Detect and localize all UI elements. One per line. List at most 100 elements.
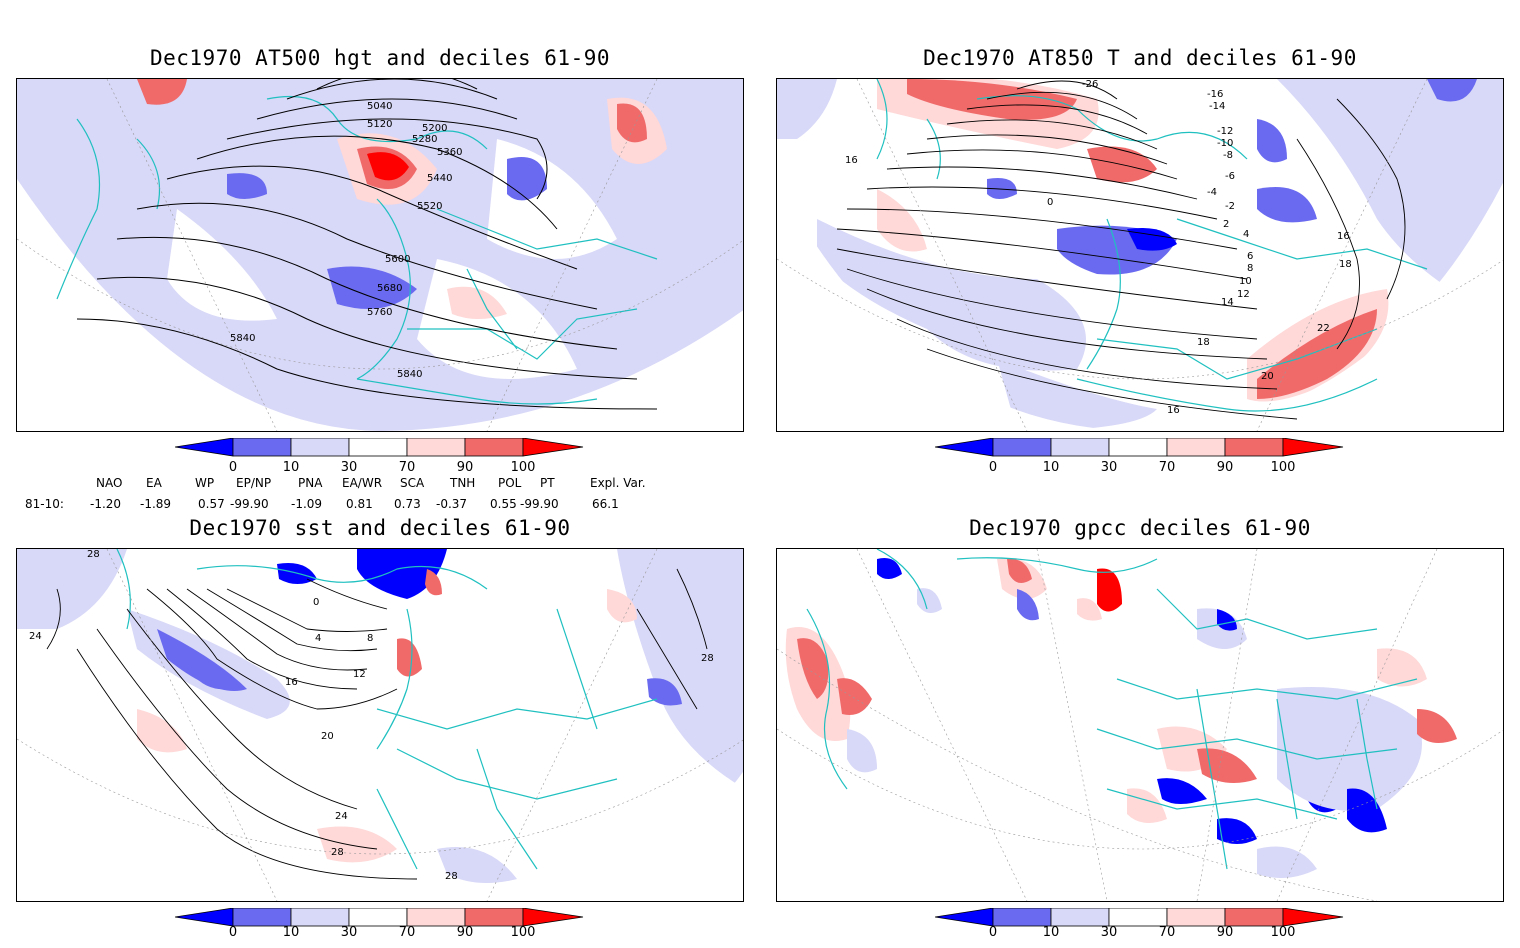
- colorbar-tick: 70: [398, 925, 416, 940]
- colorbar-tick: 0: [988, 925, 998, 940]
- colorbar-tick: 70: [1158, 925, 1176, 940]
- contour-label: 18: [1339, 259, 1352, 270]
- index-value: -1.89: [140, 497, 172, 511]
- index-value: 0.81: [346, 497, 373, 511]
- colorbar-tick: 70: [1158, 460, 1176, 475]
- colorbar-tick: 10: [282, 925, 300, 940]
- index-header: EP/NP: [236, 476, 272, 490]
- contour-label: -2: [1225, 201, 1235, 212]
- contour-label: 16: [845, 155, 858, 166]
- index-value: -99.90: [230, 497, 269, 511]
- map-panel-t850: -26 -16 -14 -12 -10 -8 -6 -4 -2 0 2 4 6 …: [776, 78, 1504, 432]
- contour-label: 5520: [417, 201, 442, 212]
- index-header: PT: [540, 476, 555, 490]
- contour-label: 5120: [367, 119, 392, 130]
- colorbar-swatches: [935, 438, 1344, 457]
- hgt-map: 5040 5120 5200 5280 5360 5440 5520 5600 …: [17, 79, 743, 431]
- panel-title-gpcc: Dec1970 gpcc deciles 61-90: [969, 516, 1311, 540]
- contour-label: 28: [445, 871, 458, 882]
- colorbar-bottom-left: 0 10 30 70 90 100: [175, 908, 585, 948]
- colorbar-tick: 30: [340, 925, 358, 940]
- map-panel-sst: 24 28 0 4 8 12 16 20 24 28 28 28: [16, 548, 744, 902]
- contour-label: -16: [1207, 89, 1223, 100]
- contour-label: -10: [1217, 138, 1233, 149]
- map-panel-gpcc: [776, 548, 1504, 902]
- colorbar-tick: 10: [1042, 925, 1060, 940]
- colorbar-tick: 10: [1042, 460, 1060, 475]
- index-value: 0.57: [198, 497, 225, 511]
- gpcc-map: [777, 549, 1503, 901]
- contour-label: 4: [1243, 229, 1249, 240]
- colorbar-tick: 90: [1216, 925, 1234, 940]
- contour-label: 16: [1167, 405, 1180, 416]
- index-value: -0.37: [436, 497, 468, 511]
- contour-label: 28: [331, 847, 344, 858]
- colorbar-swatches: [175, 438, 584, 457]
- index-header: NAO: [96, 476, 123, 490]
- contour-label: 5200: [422, 123, 447, 134]
- colorbar-tick: 100: [1270, 925, 1296, 940]
- colorbar-tick: 100: [510, 460, 536, 475]
- contour-label: 24: [335, 811, 348, 822]
- contour-label: 6: [1247, 251, 1253, 262]
- contour-label: 18: [1197, 337, 1210, 348]
- colorbar-tick: 30: [1100, 460, 1118, 475]
- colorbar-tick: 0: [988, 460, 998, 475]
- panel-title-hgt: Dec1970 AT500 hgt and deciles 61-90: [149, 46, 610, 70]
- contour-label: 24: [29, 631, 42, 642]
- t850-map: -26 -16 -14 -12 -10 -8 -6 -4 -2 0 2 4 6 …: [777, 79, 1503, 431]
- colorbar-tick: 0: [228, 460, 238, 475]
- contour-label: 4: [315, 633, 321, 644]
- contour-label: -26: [1082, 79, 1098, 90]
- colorbar-tick: 10: [282, 460, 300, 475]
- index-header: SCA: [400, 476, 425, 490]
- contour-label: 12: [353, 669, 366, 680]
- colorbar-bottom-right: 0 10 30 70 90 100: [935, 908, 1345, 948]
- colorbar-tick: 0: [228, 925, 238, 940]
- contour-label: -4: [1207, 187, 1217, 198]
- index-header: EA/WR: [342, 476, 383, 490]
- colorbar-tick: 90: [456, 925, 474, 940]
- index-value: -1.09: [291, 497, 323, 511]
- contour-label: 5440: [427, 173, 452, 184]
- colorbar-tick: 30: [340, 460, 358, 475]
- contour-label: 5840: [397, 369, 422, 380]
- contour-label: 12: [1237, 289, 1250, 300]
- panel-title-sst: Dec1970 sst and deciles 61-90: [189, 516, 571, 540]
- contour-label: 20: [321, 731, 334, 742]
- sst-map: 24 28 0 4 8 12 16 20 24 28 28 28: [17, 549, 743, 901]
- index-value: 0.73: [394, 497, 421, 511]
- contour-label: 0: [1047, 197, 1053, 208]
- contour-label: 20: [1261, 371, 1274, 382]
- contour-label: 5760: [367, 307, 392, 318]
- contour-label: -8: [1223, 150, 1233, 161]
- contour-label: -14: [1209, 101, 1225, 112]
- contour-label: 5360: [437, 147, 462, 158]
- index-header: Expl. Var.: [590, 476, 646, 490]
- colorbar-tick: 70: [398, 460, 416, 475]
- colorbar-tick: 90: [456, 460, 474, 475]
- index-header: WP: [195, 476, 215, 490]
- contour-label: 5680: [377, 283, 402, 294]
- map-panel-hgt: 5040 5120 5200 5280 5360 5440 5520 5600 …: [16, 78, 744, 432]
- contour-label: 8: [367, 633, 373, 644]
- colorbar-swatches: [175, 908, 584, 927]
- contour-label: 5280: [412, 134, 437, 145]
- contour-label: 16: [285, 677, 298, 688]
- contour-label: 0: [313, 597, 319, 608]
- index-value: -99.90: [520, 497, 559, 511]
- colorbar-swatches: [935, 908, 1344, 927]
- contour-label: 28: [87, 549, 100, 560]
- index-value: 66.1: [592, 497, 619, 511]
- index-header: TNH: [450, 476, 476, 490]
- colorbar-tick: 100: [1270, 460, 1296, 475]
- colorbar-tick: 30: [1100, 925, 1118, 940]
- contour-label: 10: [1239, 276, 1252, 287]
- contour-label: 14: [1221, 297, 1234, 308]
- index-value: 0.55: [490, 497, 517, 511]
- contour-label: 5040: [367, 101, 392, 112]
- index-header: POL: [498, 476, 522, 490]
- index-header: PNA: [298, 476, 323, 490]
- contour-label: 5840: [230, 333, 255, 344]
- contour-label: 16: [1337, 231, 1350, 242]
